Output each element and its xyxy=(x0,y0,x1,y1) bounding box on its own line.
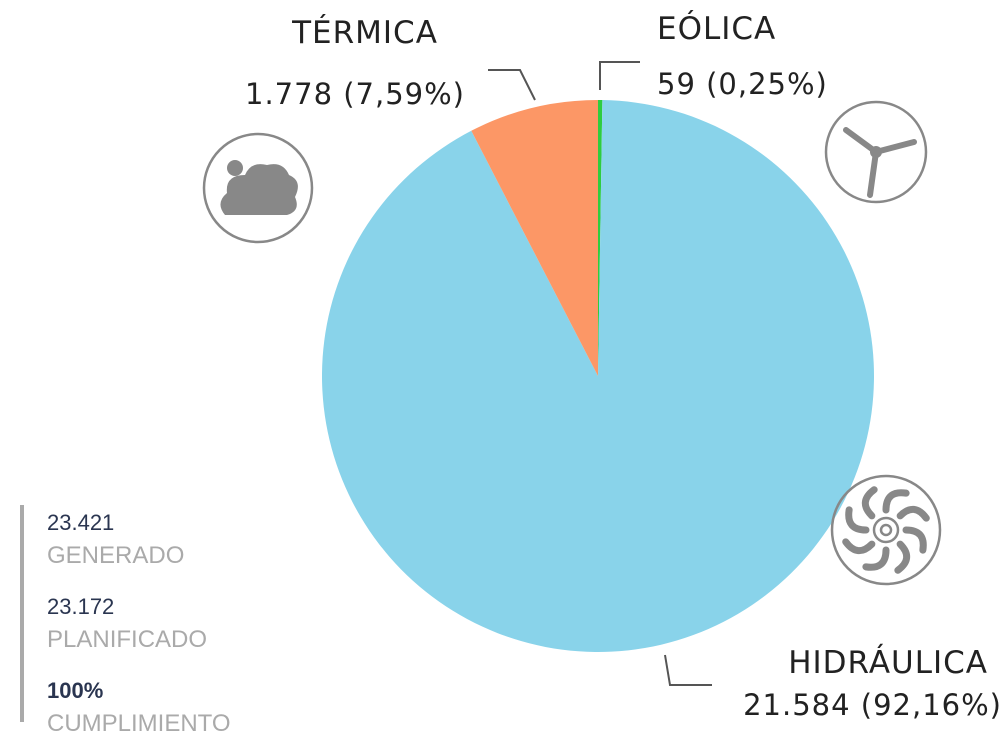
pie-slice xyxy=(598,100,603,376)
thermal-icon xyxy=(202,132,314,244)
pie-slice xyxy=(321,100,874,653)
summary-value: 23.172 xyxy=(47,594,114,619)
value-label: 59 (0,25%) xyxy=(657,67,828,101)
summary-label: CUMPLIMIENTO xyxy=(47,710,231,737)
hydro-icon xyxy=(830,474,942,586)
blade xyxy=(902,526,927,554)
summary-label: GENERADO xyxy=(47,542,184,569)
summary-label: PLANIFICADO xyxy=(47,626,207,653)
leader-line xyxy=(488,69,536,101)
blade xyxy=(896,505,930,522)
blade xyxy=(882,489,910,514)
pie xyxy=(321,100,874,653)
blade xyxy=(862,546,890,571)
blade xyxy=(894,540,911,574)
category-label: TÉRMICA xyxy=(291,15,438,51)
blade xyxy=(861,486,878,520)
leader-line xyxy=(599,61,640,90)
value-label: 21.584 (92,16%) xyxy=(743,688,1002,722)
category-label: HIDRÁULICA xyxy=(788,645,988,681)
blade xyxy=(842,538,876,555)
pie-slice xyxy=(471,100,598,376)
category-label: EÓLICA xyxy=(657,10,776,47)
leader-line xyxy=(664,654,712,686)
blade xyxy=(845,506,870,534)
summary-value: 23.421 xyxy=(47,510,114,535)
value-label: 1.778 (7,59%) xyxy=(245,77,465,111)
wind-icon xyxy=(824,100,928,204)
summary-value: 100% xyxy=(47,678,103,703)
